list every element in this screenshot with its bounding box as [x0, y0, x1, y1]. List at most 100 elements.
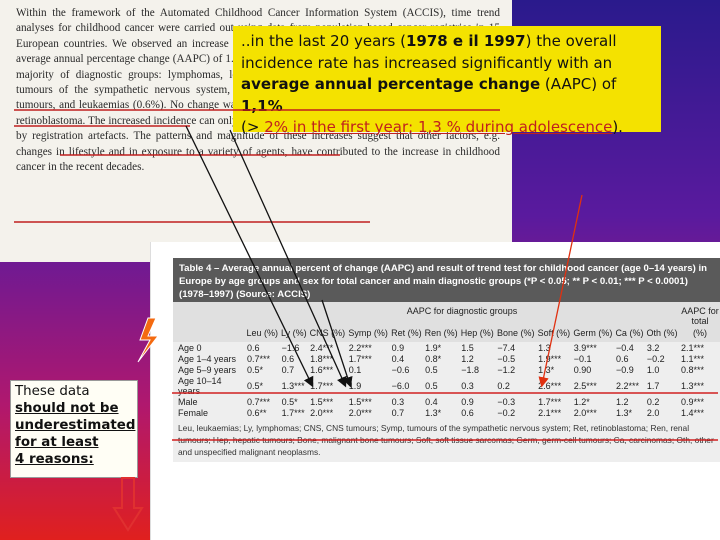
column-header: Ly (%): [279, 327, 309, 342]
table-cell: −0.5: [495, 353, 537, 365]
table-cell: 1.4***: [679, 407, 720, 419]
table-cell: 1.5***: [346, 395, 390, 408]
callout-text: ..in the last 20 years (: [241, 32, 406, 50]
table-cell: 2.4***: [308, 342, 347, 354]
callout-paren-open: (>: [241, 118, 265, 136]
table-cell: 1.9: [346, 375, 390, 396]
table-cell: 0.8*: [423, 353, 460, 365]
table-row: Male 0.7*** 0.5* 1.5*** 1.5*** 0.3 0.4 0.9 −0.3 1…: [173, 395, 720, 408]
row-label: Female: [173, 407, 245, 419]
table-cell: 0.8***: [679, 364, 720, 376]
table-cell: 1.2: [613, 395, 645, 408]
table-row: Age 1–4 years 0.7*** 0.6 1.8*** 1.7*** 0.4 0.8…: [173, 353, 720, 365]
table-cell: 0.2: [644, 395, 679, 408]
table-cell: 0.90: [571, 364, 614, 376]
table-cell: 3.9***: [571, 342, 614, 354]
column-header: (%): [679, 327, 720, 342]
table-cell: 2.2***: [613, 375, 645, 396]
table-cell: 0.2: [495, 375, 537, 396]
total-header: AAPC for total: [679, 302, 720, 327]
table-cell: 0.7: [389, 407, 424, 419]
column-header: Soft (%): [536, 327, 572, 342]
column-header: CNS (%): [308, 327, 347, 342]
table-cell: 0.4: [423, 395, 460, 408]
table-cell: 2.1***: [536, 407, 572, 419]
table-cell: 0.3: [389, 395, 424, 408]
column-header: Germ (%): [571, 327, 614, 342]
table-cell: 2.1***: [679, 342, 720, 354]
column-header: Oth (%): [644, 327, 679, 342]
table-cell: 1.3***: [679, 375, 720, 396]
table-cell: 3.2: [644, 342, 679, 354]
column-header: Bone (%): [495, 327, 537, 342]
table-cell: −6.0: [389, 375, 424, 396]
table-cell: −0.1: [571, 353, 614, 365]
table-cell: 1.1***: [679, 353, 720, 365]
table-cell: 0.5*: [245, 375, 280, 396]
table-cell: 1.7: [644, 375, 679, 396]
table-row: Age 10–14 years 0.5* 1.3*** 1.7*** 1.9 −6.0 0.…: [173, 375, 720, 396]
table-cell: 0.6: [245, 342, 280, 354]
table-cell: −0.3: [495, 395, 537, 408]
table-cell: 2.2***: [346, 342, 390, 354]
table-cell: 0.7***: [245, 395, 280, 408]
table-cell: 0.1: [346, 364, 390, 376]
column-header: Leu (%): [245, 327, 280, 342]
callout-text-c: (AAPC) of: [540, 75, 617, 93]
table-cell: 1.8***: [308, 353, 347, 365]
table-cell: 0.9: [459, 395, 496, 408]
table-cell: 2.0***: [346, 407, 390, 419]
table-cell: 1.2*: [571, 395, 614, 408]
table-cell: 0.6: [459, 407, 496, 419]
table-cell: 0.7***: [245, 353, 280, 365]
table-cell: 0.6: [279, 353, 309, 365]
table-4: Table 4 – Average annual percent of chan…: [173, 258, 720, 463]
note-line-2: should not be: [15, 401, 119, 416]
row-label: Age 1–4 years: [173, 353, 245, 365]
table-cell: −0.2: [644, 353, 679, 365]
table-cell: 2.5***: [571, 375, 614, 396]
table-cell: −0.2: [495, 407, 537, 419]
table-title: Table 4 – Average annual percent of chan…: [173, 258, 720, 302]
table-cell: 0.9: [389, 342, 424, 354]
down-arrow-icon: [112, 477, 144, 532]
table-cell: 1.9*: [423, 342, 460, 354]
table-cell: −1.2: [495, 364, 537, 376]
table-cell: −0.9: [613, 364, 645, 376]
note-line-5: 4 reasons:: [15, 452, 94, 467]
row-label: Male: [173, 395, 245, 408]
table-cell: 0.9***: [679, 395, 720, 408]
table-cell: 2.0***: [308, 407, 347, 419]
table-row: Age 0 0.6 −1.6 2.4*** 2.2*** 0.9 1.9* 1.5 −7.4 1.…: [173, 342, 720, 354]
table-cell: −0.6: [389, 364, 424, 376]
table-cell: 2.6***: [536, 375, 572, 396]
callout-text-b: ) the overall incidence rate has increas…: [241, 32, 617, 72]
table-footnote: Leu, leukaemias; Ly, lymphomas; CNS, CNS…: [173, 418, 720, 463]
note-line-1: These data: [15, 384, 90, 399]
table-column-header-row: Leu (%) Ly (%) CNS (%) Symp (%) Ret (%) Ren (…: [173, 327, 720, 342]
table-card: Table 4 – Average annual percent of chan…: [150, 242, 720, 540]
table-cell: 0.5: [423, 364, 460, 376]
column-header: Ca (%): [613, 327, 645, 342]
callout-value: 1,1%: [241, 96, 283, 115]
yellow-callout: ..in the last 20 years (1978 e il 1997) …: [233, 26, 661, 136]
table-cell: 2.0: [644, 407, 679, 419]
table-cell: 1.3: [536, 342, 572, 354]
table-cell: 1.5***: [308, 395, 347, 408]
table-cell: 1.7***: [308, 375, 347, 396]
note-box: These data should not be underestimated …: [10, 380, 138, 478]
group-header: AAPC for diagnostic groups: [245, 302, 679, 327]
table-cell: 0.4: [389, 353, 424, 365]
table-cell: −1.6: [279, 342, 309, 354]
table-cell: 1.3*: [423, 407, 460, 419]
aapc-table: AAPC for diagnostic groups AAPC for tota…: [173, 302, 720, 419]
table-cell: 0.5*: [245, 364, 280, 376]
row-label: Age 10–14 years: [173, 375, 245, 396]
table-cell: 0.7: [279, 364, 309, 376]
table-cell: 1.7***: [279, 407, 309, 419]
table-cell: −0.4: [613, 342, 645, 354]
table-cell: 1.9***: [536, 353, 572, 365]
column-header: Ren (%): [423, 327, 460, 342]
table-cell: 1.7***: [346, 353, 390, 365]
callout-paren-close: ).: [612, 118, 623, 136]
